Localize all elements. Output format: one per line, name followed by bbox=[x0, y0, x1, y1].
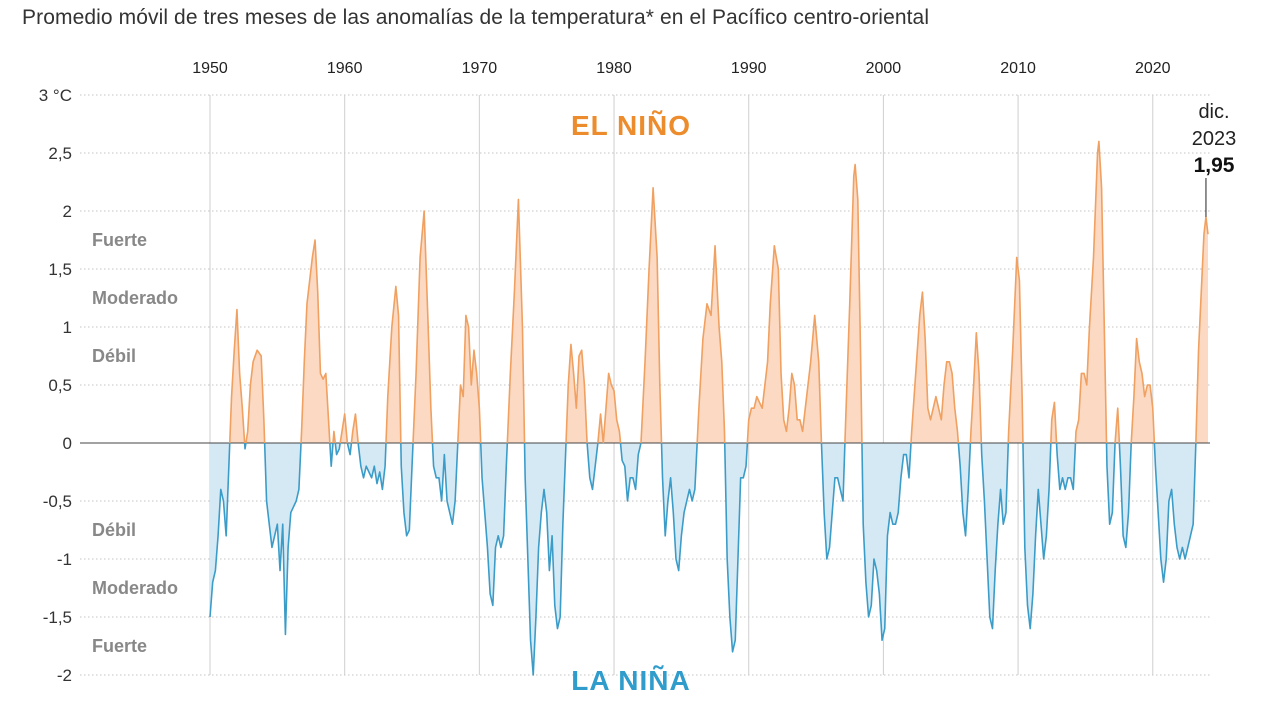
el-nino-line bbox=[228, 140, 1209, 443]
strength-label: Fuerte bbox=[92, 230, 147, 250]
x-tick-label: 1950 bbox=[192, 60, 228, 77]
y-tick-label: 2 bbox=[63, 202, 72, 221]
x-tick-label: 1990 bbox=[731, 60, 767, 77]
horizontal-gridlines bbox=[80, 94, 1210, 676]
strength-label: Moderado bbox=[92, 578, 178, 598]
chart-title: Promedio móvil de tres meses de las anom… bbox=[22, 6, 930, 29]
el-nino-area bbox=[210, 141, 1208, 443]
latest-value-annotation: dic. 2023 1,95 bbox=[1192, 101, 1237, 217]
y-tick-label: 1 bbox=[63, 318, 72, 337]
vertical-gridlines bbox=[209, 95, 1154, 675]
y-tick-label: -1 bbox=[57, 550, 72, 569]
y-tick-label: 1,5 bbox=[48, 260, 72, 279]
strength-label: Débil bbox=[92, 520, 136, 540]
la-nina-label: LA NIÑA bbox=[571, 665, 691, 696]
y-tick-label: 0 bbox=[63, 434, 72, 453]
strength-label: Fuerte bbox=[92, 636, 147, 656]
x-tick-label: 1960 bbox=[327, 60, 363, 77]
x-tick-label: 1980 bbox=[596, 60, 632, 77]
y-tick-label: 3 °C bbox=[39, 86, 72, 105]
strength-label: Débil bbox=[92, 346, 136, 366]
el-nino-series-line bbox=[228, 140, 1209, 443]
y-axis-tick-labels: -2 -1,5 -1 -0,5 0 0,5 1 1,5 2 2,5 3 °C bbox=[39, 86, 72, 685]
x-tick-label: 1970 bbox=[462, 60, 498, 77]
la-nina-fill bbox=[210, 443, 1208, 675]
el-nino-fill bbox=[210, 141, 1208, 443]
y-tick-label: 0,5 bbox=[48, 376, 72, 395]
y-tick-label: -2 bbox=[57, 666, 72, 685]
y-tick-label: 2,5 bbox=[48, 144, 72, 163]
la-nina-area bbox=[210, 443, 1208, 675]
annotation-month: dic. bbox=[1198, 101, 1229, 123]
el-nino-label: EL NIÑO bbox=[571, 110, 691, 141]
x-tick-label: 2000 bbox=[866, 60, 902, 77]
x-tick-label: 2010 bbox=[1000, 60, 1036, 77]
strength-label: Moderado bbox=[92, 288, 178, 308]
x-tick-label: 2020 bbox=[1135, 60, 1171, 77]
la-nina-line bbox=[209, 443, 1197, 676]
x-axis-tick-labels: 1950 1960 1970 1980 1990 2000 2010 2020 bbox=[192, 60, 1170, 77]
y-tick-label: -0,5 bbox=[43, 492, 72, 511]
strength-labels: Fuerte Moderado Débil Débil Moderado Fuerte bbox=[92, 230, 178, 656]
annotation-value: 1,95 bbox=[1194, 154, 1235, 177]
la-nina-series-line bbox=[209, 443, 1197, 676]
y-tick-label: -1,5 bbox=[43, 608, 72, 627]
annotation-year: 2023 bbox=[1192, 128, 1237, 150]
